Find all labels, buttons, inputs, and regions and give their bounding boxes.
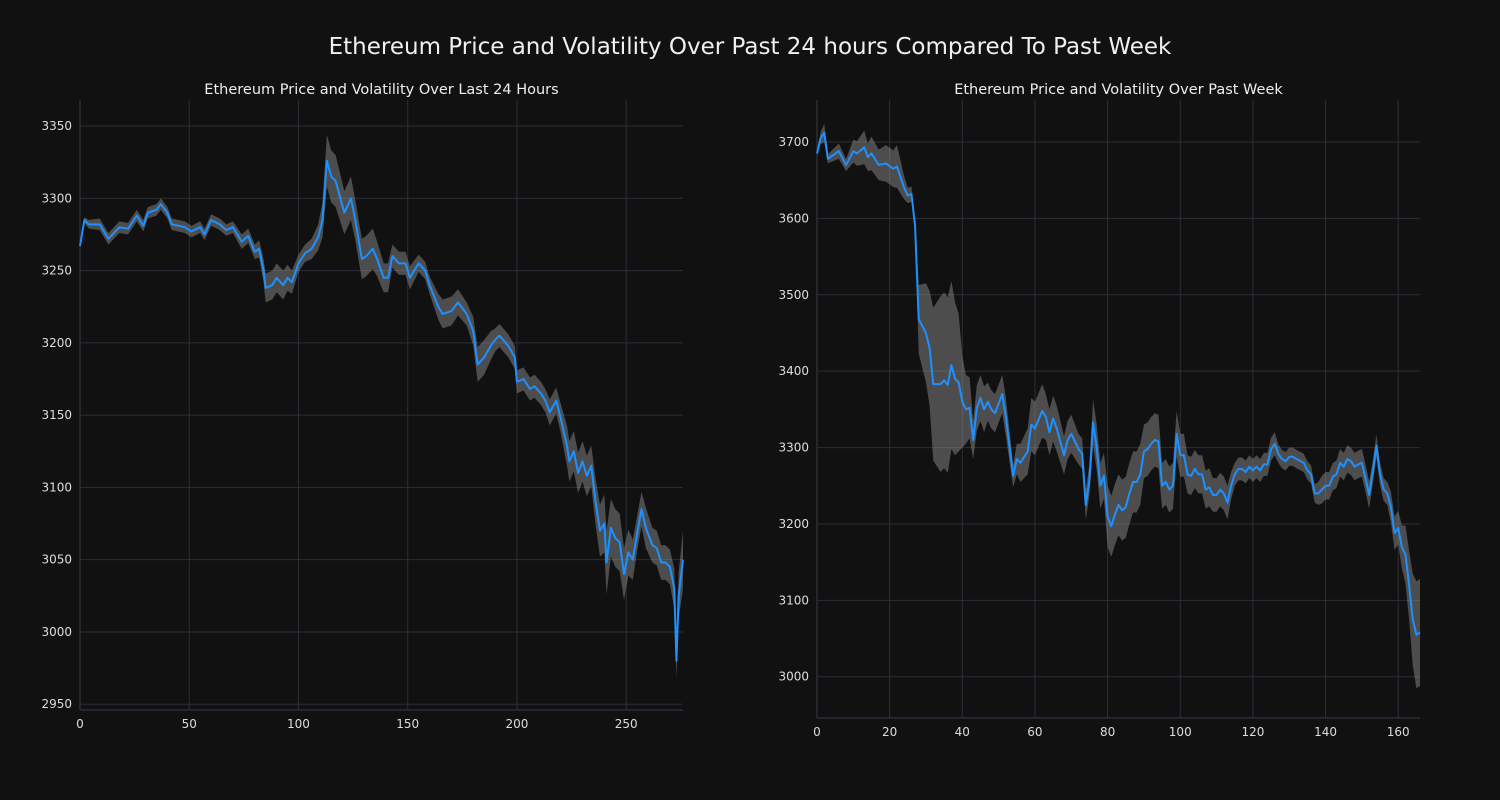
subplot-1: 0 50 100 150 200 250 2950 3000 3050 3100 3150 3200 3… bbox=[41, 82, 684, 731]
y-tick-label: 3050 bbox=[41, 553, 72, 567]
subplot-title: Ethereum Price and Volatility Over Past … bbox=[954, 82, 1283, 98]
x-tick-label: 20 bbox=[882, 725, 897, 739]
x-tick-label: 250 bbox=[615, 717, 638, 731]
subplot-title: Ethereum Price and Volatility Over Last … bbox=[204, 82, 558, 98]
y-tick-label: 3400 bbox=[778, 364, 809, 378]
x-tick-label: 0 bbox=[76, 717, 84, 731]
price-line bbox=[79, 159, 684, 662]
y-tick-label: 3100 bbox=[41, 480, 72, 494]
y-tick-label: 3500 bbox=[778, 288, 809, 302]
x-tick-label: 50 bbox=[182, 717, 197, 731]
y-tick-label: 3600 bbox=[778, 211, 809, 225]
y-tick-label: 3700 bbox=[778, 135, 809, 149]
x-tick-label: 0 bbox=[813, 725, 821, 739]
y-tick-label: 3200 bbox=[778, 517, 809, 531]
x-tick-label: 200 bbox=[506, 717, 529, 731]
y-tick-label: 3200 bbox=[41, 336, 72, 350]
x-tick-label: 40 bbox=[955, 725, 970, 739]
y-tick-label: 2950 bbox=[41, 697, 72, 711]
x-tick-label: 100 bbox=[287, 717, 310, 731]
x-tick-label: 80 bbox=[1100, 725, 1115, 739]
volatility-band bbox=[817, 123, 1420, 689]
y-tick-label: 3350 bbox=[41, 119, 72, 133]
y-tick-label: 3000 bbox=[41, 625, 72, 639]
y-tick-label: 3300 bbox=[41, 191, 72, 205]
subplot-2: 0 20 40 60 80 100 120 140 160 3000 3100 3200 3300 340… bbox=[778, 82, 1421, 739]
x-tick-label: 100 bbox=[1169, 725, 1192, 739]
y-tick-label: 3300 bbox=[778, 441, 809, 455]
y-tick-label: 3150 bbox=[41, 408, 72, 422]
x-tick-label: 150 bbox=[396, 717, 419, 731]
x-tick-label: 60 bbox=[1027, 725, 1042, 739]
x-tick-label: 160 bbox=[1387, 725, 1410, 739]
y-tick-label: 3000 bbox=[778, 670, 809, 684]
x-tick-label: 140 bbox=[1314, 725, 1337, 739]
x-tick-label: 120 bbox=[1241, 725, 1264, 739]
price-line bbox=[816, 131, 1421, 636]
y-tick-label: 3250 bbox=[41, 264, 72, 278]
y-tick-label: 3100 bbox=[778, 593, 809, 607]
volatility-band bbox=[80, 134, 683, 679]
figure-title: Ethereum Price and Volatility Over Past … bbox=[328, 34, 1172, 60]
